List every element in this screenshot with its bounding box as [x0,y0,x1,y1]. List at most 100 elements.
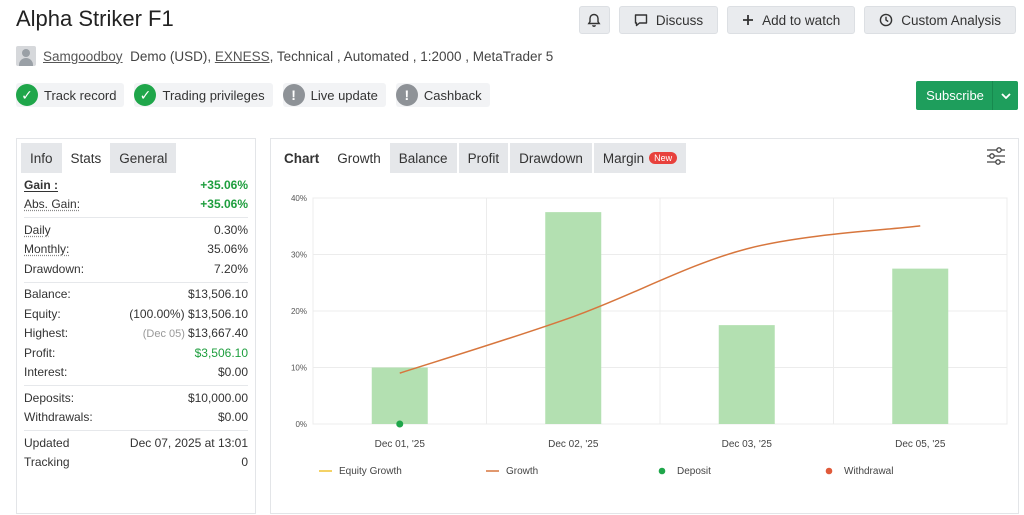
tab-balance[interactable]: Balance [389,143,457,173]
stat-value: $13,506.10 [187,306,248,321]
stat-deposits: Deposits: $10,000.00 [24,388,248,408]
tab-profit[interactable]: Profit [458,143,509,173]
discuss-button[interactable]: Discuss [618,6,719,34]
badge-track-record[interactable]: ✓ Track record [16,83,125,107]
custom-analysis-button[interactable]: Custom Analysis [864,6,1016,34]
stat-label: Drawdown: [24,261,85,276]
badge-cashback[interactable]: ! Cashback [395,83,490,107]
legend-label: Withdrawal [844,466,893,477]
legend-label: Growth [506,466,538,477]
growth-line [399,225,921,374]
new-badge: New [649,152,678,164]
stat-label: Tracking [24,455,70,470]
notify-button[interactable] [578,6,610,34]
stat-value: Dec 07, 2025 at 13:01 [129,435,248,450]
stat-label: Updated [24,435,70,450]
stat-interest: Interest: $0.00 [24,363,248,383]
account-meta: Samgoodboy Demo (USD), EXNESS , Technica… [16,46,553,66]
tab-general[interactable]: General [110,143,177,173]
stat-label: Balance: [24,287,71,302]
subscribe-button[interactable]: Subscribe [916,81,1018,110]
y-tick-label: 20% [291,307,307,316]
avatar[interactable] [16,46,36,66]
stat-label: Highest: [24,326,69,341]
stat-drawdown: Drawdown: 7.20% [24,259,248,279]
header-actions: Discuss Add to watch Custom Analysis [578,6,1016,34]
tab-stats[interactable]: Stats [70,150,102,166]
stat-value: 0.30% [213,222,248,237]
stat-label: Deposits: [24,390,75,405]
page-title: Alpha Striker F1 [16,6,174,31]
account-type: Demo (USD), [130,48,212,64]
add-to-watch-button[interactable]: Add to watch [727,6,856,34]
stat-equity: Equity: (100.00%) $13,506.10 [24,304,248,324]
stat-label: Equity: [24,306,61,321]
chart-panel: Chart Growth Balance Profit Drawdown Mar… [270,138,1019,514]
subscribe-label: Subscribe [926,88,984,103]
check-icon: ✓ [16,84,38,106]
badge-label: Track record [44,87,117,103]
y-tick-label: 40% [291,194,307,203]
sliders-icon [987,147,1005,165]
y-tick-label: 10% [291,364,307,373]
account-details: , Technical , Automated , 1:2000 , MetaT… [269,48,554,64]
stat-value: $13,506.10 [187,287,248,302]
stat-value: 0 [241,455,248,470]
x-tick-label: Dec 02, '25 [548,439,599,450]
tab-growth[interactable]: Growth [337,150,381,166]
bar [718,325,775,424]
stat-label[interactable]: Monthly: [24,242,70,257]
badge-label: Cashback [423,87,482,103]
x-tick-label: Dec 03, '25 [722,439,773,450]
chart-tabs: Chart Growth Balance Profit Drawdown Mar… [271,139,1018,173]
exclamation-icon: ! [395,84,418,106]
deposit-point [396,420,404,428]
stat-label[interactable]: Abs. Gain: [24,197,81,212]
stat-abs-gain: Abs. Gain: +35.06% [24,195,248,215]
stat-label: Withdrawals: [24,410,93,425]
stat-label[interactable]: Gain : [24,177,59,192]
deposits-group: Deposits: $10,000.00 Withdrawals: $0.00 [24,386,248,431]
discuss-label: Discuss [655,12,704,28]
stat-value: $0.00 [217,410,248,425]
tab-margin[interactable]: Margin New [593,143,687,173]
tab-drawdown[interactable]: Drawdown [510,143,592,173]
stat-balance: Balance: $13,506.10 [24,285,248,305]
stats-tabs: Info Stats General [17,139,255,173]
tab-info[interactable]: Info [21,143,62,173]
stats-panel: Info Stats General Gain : +35.06% Abs. Ga… [16,138,256,514]
stat-gain: Gain : +35.06% [24,175,248,195]
stat-updated: Updated Dec 07, 2025 at 13:01 [24,433,248,453]
rate-group: Daily 0.30% Monthly: 35.06% Drawdown: 7.20% [24,218,248,283]
stat-highest: Highest: (Dec 05) $13,667.40 [24,324,248,344]
check-icon: ✓ [134,84,157,106]
x-tick-label: Dec 05, '25 [895,439,946,450]
stat-tracking: Tracking 0 [24,453,248,473]
stat-label[interactable]: Daily [24,222,51,237]
bell-icon [587,13,601,27]
badge-live-update[interactable]: ! Live update [282,83,386,107]
badge-label: Live update [310,87,378,103]
plus-icon [743,15,754,25]
user-link[interactable]: Samgoodboy [43,48,123,64]
stat-value: +35.06% [200,197,248,212]
badge-trading-privileges[interactable]: ✓ Trading privileges [134,83,273,107]
y-tick-label: 0% [295,420,307,429]
custom-analysis-label: Custom Analysis [901,12,1001,28]
exclamation-icon: ! [282,84,305,106]
stat-value: +35.06% [200,177,248,192]
chart-settings-button[interactable] [986,147,1006,170]
stat-value: $3,506.10 [194,345,248,360]
tab-chart[interactable]: Chart [284,150,320,166]
subscribe-dropdown[interactable] [992,81,1018,110]
stat-daily: Daily 0.30% [24,220,248,240]
legend-label: Deposit [677,466,711,477]
verification-badges: ✓ Track record ✓ Trading privileges ! Li… [16,83,490,107]
broker-link[interactable]: EXNESS [214,48,270,64]
chat-icon [634,14,648,27]
stat-note: (100.00%) [129,306,185,321]
add-to-watch-label: Add to watch [762,12,841,28]
legend-swatch [825,467,833,475]
tab-margin-label: Margin [602,150,645,166]
stat-monthly: Monthly: 35.06% [24,240,248,260]
